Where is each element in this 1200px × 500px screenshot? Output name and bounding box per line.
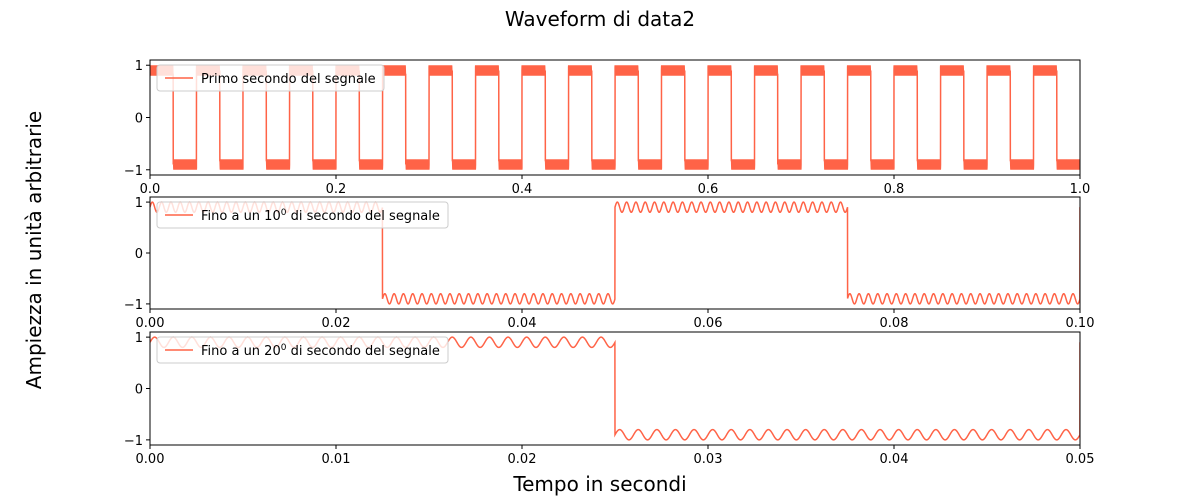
y-tick-label: 1	[135, 331, 143, 346]
x-tick-label: 0.01	[322, 452, 351, 467]
x-tick-label: 0.06	[694, 316, 723, 331]
x-tick-label: 0.03	[694, 452, 723, 467]
figure-xlabel: Tempo in secondi	[512, 472, 686, 496]
subplot-2: 0.00 0.02 0.04 0.06 0.08 0.10 1 0 −1 Fino a un 10…	[124, 196, 1095, 331]
x-tick-label: 0.0	[140, 182, 161, 197]
x-tick-label: 0.2	[326, 182, 347, 197]
x-tick-label: 0.04	[508, 316, 537, 331]
x-tick-label: 0.08	[880, 316, 909, 331]
legend-box	[156, 336, 449, 364]
y-tick-label: 0	[135, 383, 143, 398]
y-tick-label: 0	[135, 112, 143, 127]
subplot-panels: 0.0 0.2 0.4 0.6 0.8 1.0 1 0 −1 Primo secondo del …	[124, 59, 1095, 467]
x-tick-label: 0.00	[136, 452, 165, 467]
legend-box	[156, 64, 385, 92]
legend-label-text: Primo secondo del segnale	[201, 72, 376, 87]
x-tick-label: 0.4	[512, 182, 533, 197]
legend-label-exponent: 0	[281, 208, 287, 218]
figure-ylabel: Ampiezza in unità arbitrarie	[22, 111, 46, 389]
legend: Fino a un 100 di secondo del segnale	[156, 201, 449, 229]
legend-label-suffix: di secondo del segnale	[286, 209, 439, 224]
x-tick-label: 0.02	[322, 316, 351, 331]
legend: Fino a un 200 di secondo del segnale	[156, 336, 449, 364]
legend-label: Primo secondo del segnale	[201, 72, 376, 87]
x-tick-label: 0.8	[884, 182, 905, 197]
legend: Primo secondo del segnale	[156, 64, 385, 92]
x-tick-label: 0.10	[1066, 316, 1095, 331]
y-tick-label: −1	[124, 164, 143, 179]
legend-label-text: Fino a un 20	[201, 344, 281, 359]
x-tick-label: 1.0	[1070, 182, 1091, 197]
y-tick-label: 0	[135, 247, 143, 262]
legend-label: Fino a un 200 di secondo del segnale	[201, 343, 440, 359]
y-tick-label: −1	[124, 298, 143, 313]
y-tick-label: −1	[124, 434, 143, 449]
y-tick-label: 1	[135, 196, 143, 211]
y-tick-label: 1	[135, 59, 143, 74]
legend-label-suffix: di secondo del segnale	[286, 344, 439, 359]
subplot-1: 0.0 0.2 0.4 0.6 0.8 1.0 1 0 −1 Primo secondo del …	[124, 59, 1091, 197]
subplot-3: 0.00 0.01 0.02 0.03 0.04 0.05 1 0 −1 Fino a un 20…	[124, 331, 1095, 467]
legend-label-text: Fino a un 10	[201, 209, 281, 224]
legend-label: Fino a un 100 di secondo del segnale	[201, 208, 440, 224]
figure-title: Waveform di data2	[505, 7, 695, 31]
x-tick-label: 0.05	[1066, 452, 1095, 467]
legend-box	[156, 201, 449, 229]
x-tick-label: 0.6	[698, 182, 719, 197]
legend-label-exponent: 0	[281, 343, 287, 353]
x-tick-label: 0.00	[136, 316, 165, 331]
x-tick-label: 0.04	[880, 452, 909, 467]
x-tick-label: 0.02	[508, 452, 537, 467]
